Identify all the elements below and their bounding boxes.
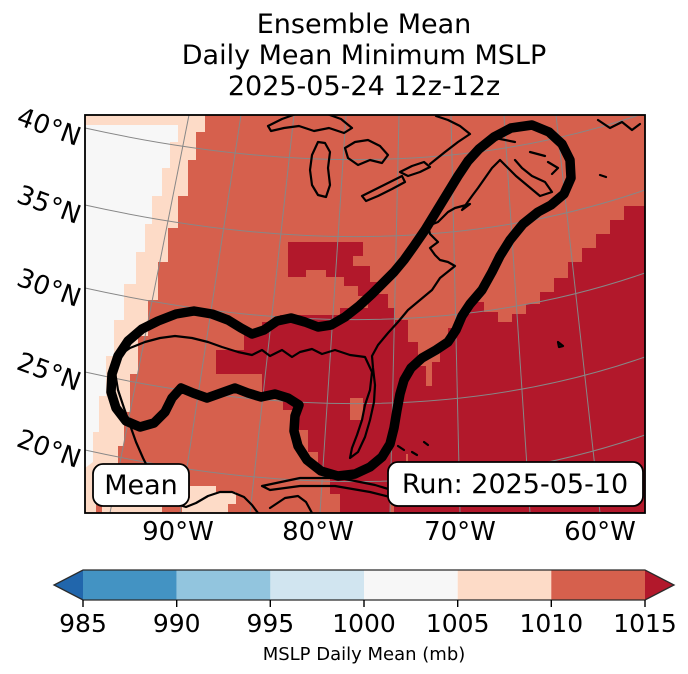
coastline-lake-erie (360, 174, 407, 203)
longitude-label-90w: 90°W (142, 517, 214, 547)
latitude-labels: 40°N 35°N 30°N 25°N 20°N (13, 102, 85, 475)
coastline-lake-michigan (308, 140, 332, 199)
longitude-label-70w: 70°W (424, 517, 496, 547)
coastline-lake-huron (343, 138, 390, 167)
ensemble-track-contour (106, 120, 576, 481)
longitude-label-80w: 80°W (282, 517, 354, 547)
colorbar-segment-990-995 (176, 570, 271, 600)
mean-box (92, 463, 190, 507)
colorbar-segment-1005-1010 (457, 570, 552, 600)
coastline-central-america (268, 494, 314, 513)
colorbar-tick-995: 995 (246, 609, 294, 638)
colorbar-tick-1000: 1000 (332, 609, 396, 638)
colorbar-tick-985: 985 (59, 609, 107, 638)
coastline-islands (556, 173, 608, 349)
colorbar-under-arrow (54, 570, 83, 600)
coastline-newfoundland (596, 118, 642, 132)
colorbar-tick-990: 990 (153, 609, 201, 638)
colorbar-tick-1015: 1015 (613, 609, 677, 638)
title-line-2: Daily Mean Minimum MSLP (182, 40, 547, 71)
longitude-label-60w: 60°W (564, 517, 636, 547)
colorbar-segment-1010-1015 (551, 570, 645, 600)
longitude-labels: 90°W 80°W 70°W 60°W (142, 517, 636, 547)
latitude-label-25n: 25°N (13, 347, 85, 398)
coastline-lake-superior (266, 115, 354, 135)
colorbar: 985 990 995 1000 1005 1010 1015 MSLP Dai… (52, 569, 677, 665)
coastline-lake-ontario (398, 160, 432, 178)
colorbar-tick-1005: 1005 (426, 609, 490, 638)
dark-region-inland (288, 242, 388, 310)
coastline-st-lawrence (428, 115, 472, 166)
mean-label: Mean (104, 470, 178, 501)
colorbar-segment-995-1000 (270, 570, 364, 600)
title-line-1: Ensemble Mean (257, 9, 472, 40)
colorbar-tick-1010: 1010 (519, 609, 583, 638)
run-label: Run: 2025-05-10 (402, 469, 628, 500)
mean-annotation: Mean (92, 463, 190, 507)
run-box (387, 461, 644, 507)
map-frame (84, 114, 646, 514)
latitude-label-20n: 20°N (13, 424, 85, 475)
coastline-nova-scotia (493, 136, 560, 198)
latitude-label-35n: 35°N (13, 180, 85, 231)
latitude-label-30n: 30°N (13, 263, 85, 314)
colorbar-tick-labels: 985 990 995 1000 1005 1010 1015 (59, 609, 677, 638)
pressure-band-1000-1005 (85, 125, 178, 468)
map-panel (85, 115, 645, 513)
run-annotation: Run: 2025-05-10 (387, 461, 644, 507)
colorbar-tick-marks (82, 600, 646, 607)
colorbar-caption: MSLP Daily Mean (mb) (263, 644, 466, 665)
title-line-3: 2025-05-24 12z-12z (228, 71, 500, 102)
colorbar-segment-1000-1005 (364, 570, 458, 600)
colorbar-over-arrow (645, 570, 674, 600)
colorbar-segment-985-990 (83, 570, 177, 600)
salmon-pocket-florida (350, 398, 363, 420)
coastline-bahamas (396, 440, 430, 457)
latitude-label-40n: 40°N (13, 102, 85, 153)
